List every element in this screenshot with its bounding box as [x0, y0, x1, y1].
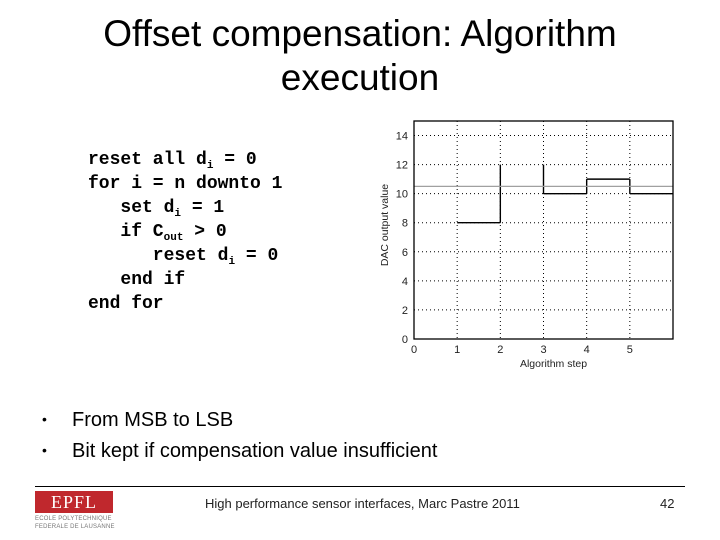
- code-line: for i = n downto 1: [88, 174, 283, 194]
- x-tick-label: 1: [454, 344, 460, 356]
- code-subscript: i: [174, 208, 182, 220]
- plot-frame: [413, 120, 674, 340]
- code-line: if Cout > 0: [88, 222, 227, 244]
- bullet-item: • From MSB to LSB: [42, 404, 437, 435]
- bullet-text: From MSB to LSB: [72, 409, 234, 431]
- code-subscript: out: [163, 232, 184, 244]
- x-tick-label: 3: [540, 344, 546, 356]
- y-tick-label: 4: [402, 276, 408, 288]
- y-tick-label: 6: [402, 247, 408, 259]
- bullet-icon: •: [42, 411, 47, 427]
- footer-divider: [35, 486, 685, 487]
- y-tick-label: 12: [396, 160, 408, 172]
- x-tick-label: 4: [584, 344, 590, 356]
- code-line: set di = 1: [88, 198, 225, 220]
- bullet-list: • From MSB to LSB • Bit kept if compensatio…: [42, 404, 437, 466]
- page-number: 42: [660, 496, 675, 511]
- x-tick-label: 0: [411, 344, 417, 356]
- slide-title-line2: execution: [280, 57, 440, 98]
- x-tick-label: 2: [497, 344, 503, 356]
- bullet-text: Bit kept if compensation value insuffici…: [72, 440, 438, 462]
- epfl-logo-subtitle-2: FEDERALE DE LAUSANNE: [35, 524, 115, 530]
- code-subscript: i: [228, 256, 236, 268]
- y-tick-label: 2: [402, 305, 408, 317]
- code-subscript: i: [206, 160, 214, 172]
- epfl-logo-mark: EPFL: [35, 491, 113, 513]
- code-line: reset all di = 0: [88, 150, 257, 172]
- y-tick-label: 8: [402, 218, 408, 230]
- bullet-item: • Bit kept if compensation value insuffic…: [42, 435, 437, 466]
- x-axis-label: Algorithm step: [520, 358, 587, 370]
- y-tick-label: 14: [396, 131, 408, 143]
- y-axis-label: DAC output value: [379, 184, 391, 266]
- code-line: reset di = 0: [88, 246, 279, 268]
- code-line: end for: [88, 294, 164, 314]
- epfl-logo: EPFL ECOLE POLYTECHNIQUE FEDERALE DE LAU…: [35, 491, 115, 531]
- code-line: end if: [88, 270, 186, 290]
- y-tick-label: 10: [396, 189, 408, 201]
- slide-title-line1: Offset compensation: Algorithm: [103, 13, 617, 54]
- bullet-icon: •: [42, 442, 47, 458]
- algorithm-pseudocode: reset all di = 0 for i = n downto 1 set d…: [88, 148, 282, 316]
- y-tick-label: 0: [402, 334, 408, 346]
- epfl-logo-subtitle-1: ECOLE POLYTECHNIQUE: [35, 516, 112, 522]
- footer-text: High performance sensor interfaces, Marc…: [205, 496, 520, 511]
- slide-title: Offset compensation: Algorithm execution: [0, 12, 720, 100]
- x-tick-label: 5: [627, 344, 633, 356]
